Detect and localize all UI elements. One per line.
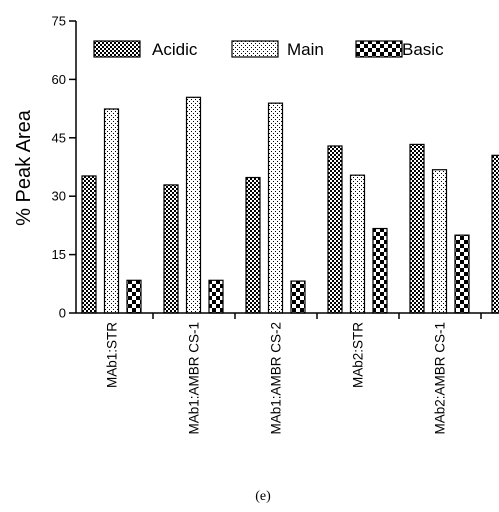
- bar-main-4: [431, 169, 448, 314]
- x-axis: MAb1:STR MAb1:AMBR CS-1 MAb1:AMBR CS-2 MAb2…: [76, 312, 499, 435]
- bar-main-1: [185, 96, 202, 314]
- y-tick-label: 45: [52, 130, 66, 145]
- legend-swatch-acidic: [93, 40, 141, 58]
- y-tick-label: 30: [52, 189, 66, 204]
- legend-label-acidic: Acidic: [152, 40, 198, 59]
- legend-swatch-main: [231, 40, 279, 58]
- bar-basic-2: [290, 280, 306, 314]
- legend-label-main: Main: [287, 40, 324, 59]
- y-tick-label: 75: [52, 14, 66, 29]
- bars: [81, 96, 499, 314]
- y-axis: 0 15 30 45 60 75: [52, 14, 77, 321]
- bar-basic-4: [454, 234, 470, 314]
- panel-label: (e): [255, 489, 271, 504]
- bar-acidic-4: [409, 143, 425, 314]
- x-tick-label: MAb1:AMBR CS-2: [269, 322, 284, 435]
- x-tick-label: MAb1:STR: [105, 322, 120, 388]
- x-tick-label: MAb2:STR: [351, 322, 366, 388]
- bar-basic-0: [126, 279, 142, 314]
- y-tick-label: 0: [59, 306, 66, 321]
- bar-acidic-3: [327, 145, 343, 314]
- bar-main-2: [267, 102, 284, 314]
- x-tick-label: MAb1:AMBR CS-1: [187, 322, 202, 435]
- legend: Acidic Main Basic: [93, 40, 444, 59]
- bar-main-0: [103, 108, 120, 314]
- bar-main-3: [349, 174, 366, 314]
- bar-acidic-0: [81, 175, 97, 314]
- bar-basic-3: [372, 227, 388, 314]
- legend-label-basic: Basic: [402, 40, 444, 59]
- x-tick-label: MAb2:AMBR CS-1: [433, 322, 448, 435]
- bar-basic-1: [208, 279, 224, 314]
- y-tick-label: 15: [52, 247, 66, 262]
- legend-swatch-basic: [355, 40, 403, 58]
- bar-acidic-2: [245, 176, 261, 314]
- bar-acidic-1: [163, 184, 179, 314]
- bar-acidic-5: [491, 154, 499, 314]
- y-tick-label: 60: [52, 72, 66, 87]
- y-axis-title: % Peak Area: [13, 109, 35, 226]
